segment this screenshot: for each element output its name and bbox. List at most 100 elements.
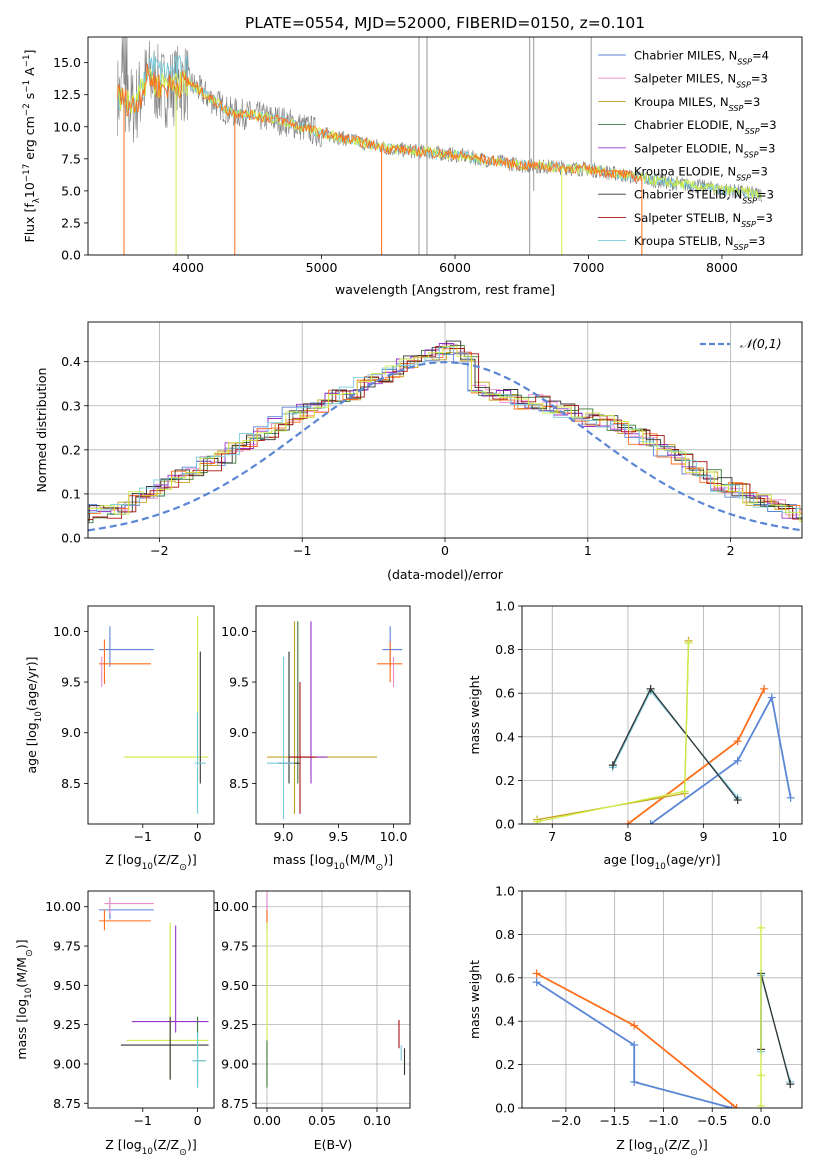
y-tick-label: 9.00 <box>221 1056 249 1071</box>
legend-label: Chabrier MILES, NSSP=4 <box>634 49 769 67</box>
y-tick-label: 0.0 <box>495 817 515 832</box>
y-tick-label: 2.5 <box>61 215 81 230</box>
weight-vs-Z-panel: −2.0 −1.5 −1.0 −0.5 0.0 0.0 0.2 0.4 0.6 0.8 1.0 Z [… <box>467 884 803 1158</box>
legend-label: Chabrier STELIB, NSSP=3 <box>634 188 774 206</box>
y-tick-label: 10.0 <box>221 624 249 639</box>
y-tick-label: 1.0 <box>495 599 515 614</box>
weight-series-line <box>760 973 791 1085</box>
y-tick-label: 9.75 <box>53 939 81 954</box>
y-tick-label: 0.2 <box>495 773 515 788</box>
y-tick-label: 8.75 <box>53 1096 81 1111</box>
x-tick-label: 9 <box>700 829 708 844</box>
x-tick-label: 0.00 <box>253 1113 281 1128</box>
x-tick-label: −1 <box>293 543 311 558</box>
x-tick-label: 8 <box>624 829 632 844</box>
plot-area <box>116 37 762 255</box>
spectrum-panel: 4000 5000 6000 7000 8000 0.0 2.5 5.0 7.5 10.0 12.5… <box>22 36 803 297</box>
y-axis-label: mass [log10(M/M⊙)] <box>14 939 35 1059</box>
x-axis-label: age [log10(age/yr)] <box>603 852 720 872</box>
y-axis-label: mass weight <box>467 675 482 754</box>
y-tick-label: 12.5 <box>53 87 81 102</box>
x-tick-label: 1 <box>584 543 592 558</box>
x-tick-label: 7 <box>548 829 556 844</box>
mass-vs-Z-panel: −1 0 8.75 9.00 9.25 9.50 9.75 10.00 Z [log10(Z/Z… <box>14 890 215 1158</box>
y-tick-label: 0.4 <box>61 354 81 369</box>
x-axis-label: Z [log10(Z/Z⊙)] <box>105 1137 196 1158</box>
y-axis-label: Flux [fλ10−17 erg cm−2 s−1 A−1] <box>22 50 42 243</box>
y-tick-label: 0.3 <box>61 398 81 413</box>
y-tick-label: 8.5 <box>61 776 81 791</box>
y-tick-label: 10.0 <box>53 119 81 134</box>
legend-label: Kroupa MILES, NSSP=3 <box>634 95 760 113</box>
x-tick-label: 4000 <box>172 260 204 275</box>
y-tick-label: 0.4 <box>495 1014 515 1029</box>
y-tick-label: 5.0 <box>61 183 81 198</box>
y-tick-label: 0.1 <box>61 486 81 501</box>
plot-frame <box>87 36 803 256</box>
plot-frame <box>255 890 411 1109</box>
y-tick-label: 0.6 <box>495 970 515 985</box>
x-tick-label: −1.5 <box>600 1113 630 1128</box>
y-tick-label: 0.8 <box>495 642 515 657</box>
plot-area <box>266 891 406 1088</box>
x-tick-label: 7000 <box>573 260 605 275</box>
legend-label: Salpeter STELIB, NSSP=3 <box>634 211 773 229</box>
x-tick-label: 9.0 <box>274 829 294 844</box>
weight-series-line <box>627 688 766 824</box>
age-vs-Z-panel: −1 0 8.5 9.0 9.5 10.0 Z [log10(Z/Z⊙)] age [log1… <box>24 605 215 873</box>
x-tick-label: 5000 <box>306 260 338 275</box>
y-tick-label: 15.0 <box>53 55 81 70</box>
weight-vs-age-panel: 7 8 9 10 0.0 0.2 0.4 0.6 0.8 1.0 age [log10(age/yr… <box>467 599 803 872</box>
y-tick-label: 8.5 <box>229 776 249 791</box>
y-tick-label: 10.00 <box>213 899 249 914</box>
x-tick-label: −1 <box>134 1113 152 1128</box>
y-tick-label: 9.5 <box>229 675 249 690</box>
legend-label: Kroupa ELODIE, NSSP=3 <box>634 165 768 183</box>
x-tick-label: 10.0 <box>380 829 408 844</box>
x-tick-label: 0 <box>441 543 449 558</box>
y-tick-label: 9.0 <box>229 725 249 740</box>
residuals-panel: −2 −1 0 1 2 0.0 0.1 0.2 0.3 0.4 (data-model)/error… <box>34 321 803 582</box>
y-tick-label: 0.4 <box>495 729 515 744</box>
x-tick-label: −2 <box>150 543 168 558</box>
y-tick-label: 10.00 <box>45 899 81 914</box>
y-tick-label: 9.50 <box>53 978 81 993</box>
legend-label: Chabrier ELODIE, NSSP=3 <box>634 118 777 136</box>
y-tick-label: 9.25 <box>53 1017 81 1032</box>
y-tick-label: 9.5 <box>61 675 81 690</box>
y-tick-label: 9.00 <box>53 1056 81 1071</box>
legend-label: 𝒩(0,1) <box>740 336 782 351</box>
x-axis-label: Z [log10(Z/Z⊙)] <box>616 1137 707 1158</box>
weight-series-line <box>536 640 690 821</box>
y-tick-label: 10.0 <box>53 624 81 639</box>
x-tick-label: −1.0 <box>648 1113 678 1128</box>
model-spectrum-line <box>116 68 762 199</box>
residual-histogram <box>88 352 802 520</box>
y-tick-label: 7.5 <box>61 151 81 166</box>
x-axis-label: (data-model)/error <box>387 567 504 582</box>
weight-series-line <box>612 689 739 799</box>
y-tick-label: 0.6 <box>495 686 515 701</box>
y-tick-label: 9.0 <box>61 725 81 740</box>
x-tick-label: 10 <box>771 829 787 844</box>
y-tick-label: 0.0 <box>495 1101 515 1116</box>
normal-curve <box>88 360 802 532</box>
x-tick-label: 0.0 <box>751 1113 771 1128</box>
y-tick-label: 1.0 <box>495 884 515 899</box>
y-tick-label: 0.0 <box>61 531 81 546</box>
plot-frame <box>521 890 803 1109</box>
x-axis-label: wavelength [Angstrom, rest frame] <box>335 282 555 297</box>
mass-vs-ebv-panel: 0.00 0.05 0.10 8.75 9.00 9.25 9.50 9.75 10.00 E(B… <box>213 890 411 1152</box>
y-tick-label: 9.25 <box>221 1017 249 1032</box>
plot-area <box>532 923 795 1108</box>
y-tick-label: 0.0 <box>61 248 81 263</box>
y-tick-label: 0.2 <box>495 1057 515 1072</box>
legend-label: Salpeter ELODIE, NSSP=3 <box>634 141 775 159</box>
x-tick-label: −1 <box>134 829 152 844</box>
residual-histogram <box>88 344 802 524</box>
model-spectrum-line <box>116 63 643 183</box>
plot-frame <box>87 605 215 825</box>
y-axis-label: mass weight <box>467 960 482 1039</box>
y-tick-label: 0.2 <box>61 442 81 457</box>
